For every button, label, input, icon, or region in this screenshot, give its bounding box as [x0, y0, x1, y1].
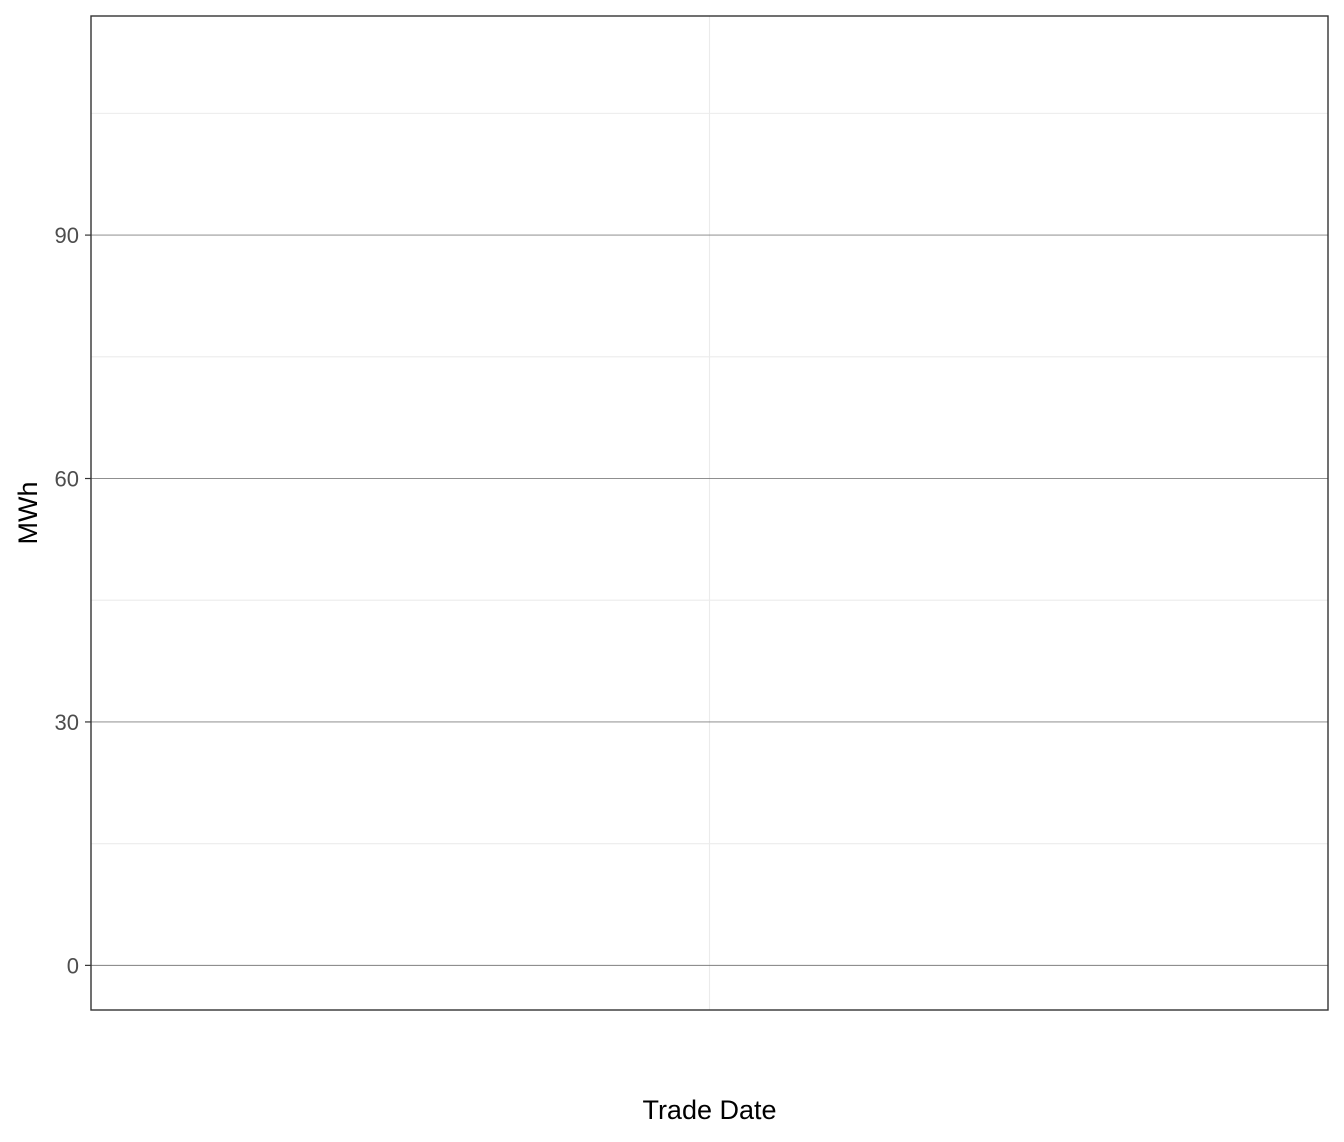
y-axis: 0 30 60 90: [55, 223, 91, 978]
y-tick-label: 60: [55, 467, 79, 492]
y-tick-label: 90: [55, 223, 79, 248]
panel-border: [90, 15, 1329, 1011]
x-axis-title: Trade Date: [642, 1095, 776, 1125]
y-axis-title: MWh: [13, 482, 43, 545]
major-grid-y: [91, 234, 1328, 966]
y-tick-label: 0: [67, 953, 79, 978]
y-tick-label: 30: [55, 710, 79, 735]
minor-grid-x: [708, 16, 711, 1010]
minor-grid-y: [91, 112, 1328, 845]
